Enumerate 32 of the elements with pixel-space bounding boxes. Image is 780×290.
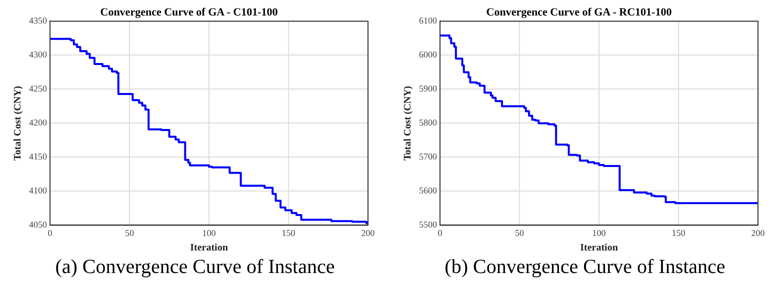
text: (a) Convergence Curve of Instance <box>54 255 336 280</box>
x-tick-label: 150 <box>282 228 296 238</box>
y-tick-label: 5900 <box>419 84 438 94</box>
chart-title: Convergence Curve of GA - RC101-100 <box>486 6 672 18</box>
y-tick-label: 4200 <box>29 118 48 128</box>
y-axis-title: Total Cost (CNY) <box>402 86 414 161</box>
y-tick-label: 4100 <box>29 186 48 196</box>
y-tick-label: 5600 <box>419 186 438 196</box>
x-tick-label: 0 <box>48 228 53 238</box>
x-tick-label: 200 <box>751 228 766 238</box>
y-tick-label: 6100 <box>419 16 438 26</box>
y-axis-title: Total Cost (CNY) <box>12 86 24 161</box>
x-axis-title: Iteration <box>190 242 228 254</box>
y-tick-label: 5700 <box>419 152 438 162</box>
y-tick-label: 4350 <box>29 16 48 26</box>
y-tick-label: 4300 <box>29 50 48 60</box>
x-tick-label: 100 <box>592 228 606 238</box>
x-tick-label: 100 <box>202 228 216 238</box>
x-tick-label: 50 <box>125 228 134 238</box>
y-tick-label: 4150 <box>29 152 48 162</box>
x-tick-label: 150 <box>672 228 686 238</box>
y-tick-label: 4250 <box>29 84 48 94</box>
y-tick-label: 4050 <box>29 220 48 230</box>
y-tick-label: 6000 <box>419 50 438 60</box>
x-axis-title: Iteration <box>580 242 618 254</box>
y-tick-label: 5800 <box>419 118 438 128</box>
x-tick-label: 0 <box>438 228 443 238</box>
x-tick-label: 200 <box>361 228 376 238</box>
text: (b) Convergence Curve of Instance <box>444 255 726 280</box>
chart-title: Convergence Curve of GA - C101-100 <box>100 6 278 18</box>
y-tick-label: 5500 <box>419 220 438 230</box>
x-tick-label: 50 <box>515 228 524 238</box>
